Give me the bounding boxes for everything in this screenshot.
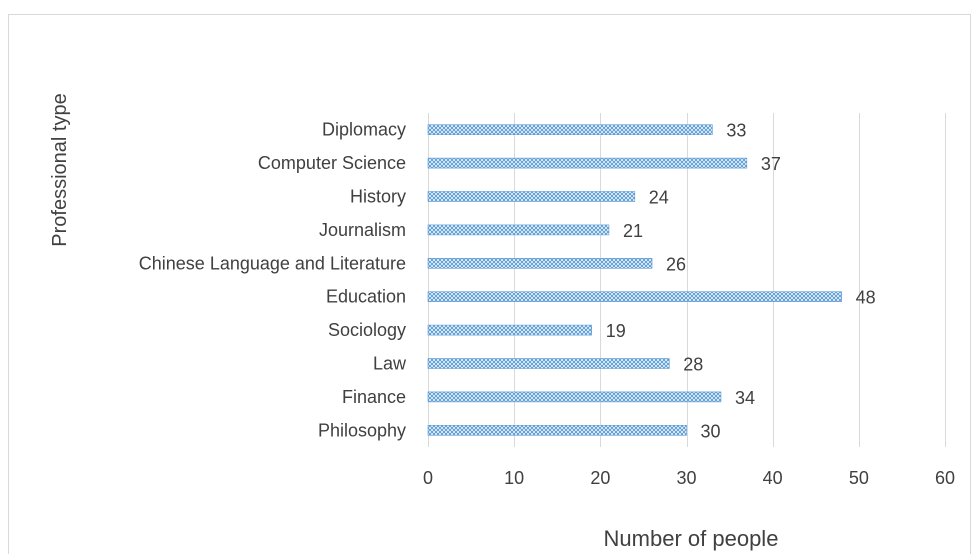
x-tick-label: 10 [504, 468, 524, 488]
bar-value-label: 28 [683, 355, 703, 375]
bar [427, 191, 636, 202]
category-label: Journalism [319, 220, 406, 240]
category-label: Diplomacy [322, 120, 406, 140]
chart-border [8, 14, 971, 555]
category-labels: Philosophy Finance Law Sociology Education Ch… [139, 120, 407, 441]
category-label: Sociology [328, 320, 406, 340]
category-label: Philosophy [318, 420, 406, 440]
bar [427, 157, 748, 169]
data-labels: 30 34 28 19 48 26 21 24 37 33 [606, 121, 876, 442]
bar-value-label: 37 [761, 154, 781, 174]
bar-value-label: 19 [606, 321, 626, 341]
y-axis-title: Professional type [49, 93, 71, 246]
bar [427, 124, 713, 135]
bar [427, 391, 722, 403]
category-label: History [350, 187, 406, 207]
bar [427, 291, 842, 303]
x-tick-label: 60 [935, 468, 955, 488]
x-tick-labels: 0 10 20 30 40 50 60 [423, 468, 955, 488]
bar-value-label: 21 [623, 221, 643, 241]
bar-value-label: 34 [735, 388, 755, 408]
bar [427, 324, 593, 336]
bar-value-label: 33 [726, 121, 746, 141]
category-label: Chinese Language and Literature [139, 253, 406, 273]
x-axis-title: Number of people [604, 526, 779, 551]
x-tick-label: 20 [590, 468, 610, 488]
bar-value-label: 48 [856, 288, 876, 308]
bar [427, 358, 670, 369]
category-label: Finance [342, 387, 406, 407]
bar-value-label: 24 [649, 188, 669, 208]
x-tick-label: 50 [849, 468, 869, 488]
category-label: Education [326, 287, 406, 307]
gridlines [428, 113, 946, 447]
x-tick-label: 40 [763, 468, 783, 488]
x-tick-label: 30 [676, 468, 696, 488]
category-label: Law [373, 354, 407, 374]
bar-value-label: 26 [666, 254, 686, 274]
bar [427, 424, 687, 436]
bars [427, 124, 842, 436]
bar-value-label: 30 [701, 421, 721, 441]
category-label: Computer Science [258, 153, 406, 173]
x-tick-label: 0 [423, 468, 433, 488]
bar [427, 224, 610, 236]
bar [427, 257, 653, 269]
